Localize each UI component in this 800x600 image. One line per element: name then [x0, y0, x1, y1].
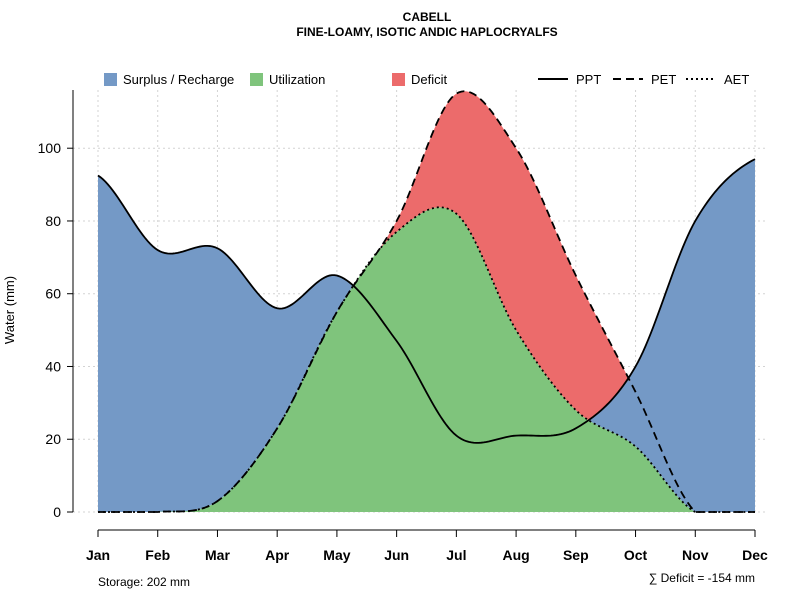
x-tick-label: Mar	[205, 547, 230, 563]
chart-title: CABELL	[403, 10, 452, 24]
y-tick-label: 20	[45, 431, 61, 447]
legend-label: AET	[724, 72, 749, 87]
x-tick-label: Sep	[563, 547, 589, 563]
utilization-area	[98, 207, 755, 512]
x-tick-label: Feb	[145, 547, 170, 563]
y-tick-label: 0	[53, 504, 61, 520]
series-lines	[97, 90, 756, 513]
surplus-recharge-area	[98, 159, 755, 512]
x-tick-label: May	[323, 547, 350, 563]
deficit-area	[98, 91, 755, 517]
x-tick-label: Nov	[682, 547, 709, 563]
legend-swatch	[250, 73, 263, 86]
y-axis-label: Water (mm)	[2, 276, 17, 344]
deficit-note: ∑ Deficit = -154 mm	[649, 571, 755, 585]
x-tick-label: Jul	[446, 547, 466, 563]
legend-swatch	[392, 73, 405, 86]
series-line-aet	[98, 206, 755, 513]
y-tick-label: 100	[38, 140, 62, 156]
y-tick-label: 40	[45, 358, 61, 374]
area-layers	[98, 91, 755, 517]
x-tick-label: Dec	[742, 547, 768, 563]
x-tick-label: Aug	[502, 547, 529, 563]
x-tick-label: Apr	[265, 547, 290, 563]
x-tick-label: Jun	[384, 547, 409, 563]
legend: Surplus / Recharge Utilization Deficit PPT P…	[104, 72, 749, 87]
legend-label: PPT	[576, 72, 601, 87]
y-tick-label: 60	[45, 286, 61, 302]
x-tick-label: Oct	[624, 547, 648, 563]
legend-label: Surplus / Recharge	[123, 72, 234, 87]
legend-swatch	[104, 73, 117, 86]
legend-label: PET	[651, 72, 676, 87]
legend-label: Deficit	[411, 72, 448, 87]
chart-subtitle: FINE-LOAMY, ISOTIC ANDIC HAPLOCRYALFS	[296, 25, 557, 39]
axes: 0 20 40 60 80 100 Jan Feb Mar Apr May Jun Jul Aug Sep O…	[38, 90, 768, 563]
series-line-ppt	[97, 158, 756, 444]
x-tick-label: Jan	[86, 547, 110, 563]
storage-note: Storage: 202 mm	[98, 575, 190, 589]
legend-label: Utilization	[269, 72, 325, 87]
y-tick-label: 80	[45, 213, 61, 229]
